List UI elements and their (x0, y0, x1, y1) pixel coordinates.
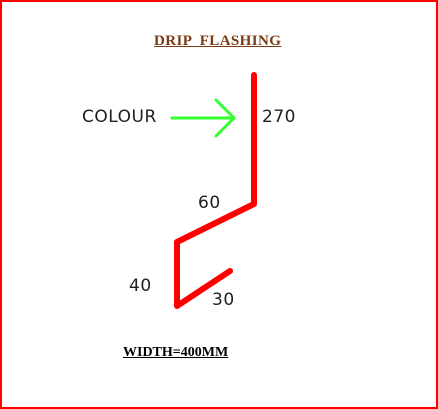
width-label: WIDTH=400MM (123, 345, 229, 360)
colour-arrow-icon (170, 98, 236, 138)
drawing-title: DRIP FLASHING (154, 33, 282, 49)
dimension-kick: 30 (212, 290, 235, 310)
colour-side-label: COLOUR (82, 107, 157, 127)
dimension-top-leg: 270 (262, 107, 296, 127)
dimension-drip-leg: 40 (129, 276, 152, 296)
flashing-profile-line (174, 72, 257, 309)
dimension-slope: 60 (198, 193, 221, 213)
